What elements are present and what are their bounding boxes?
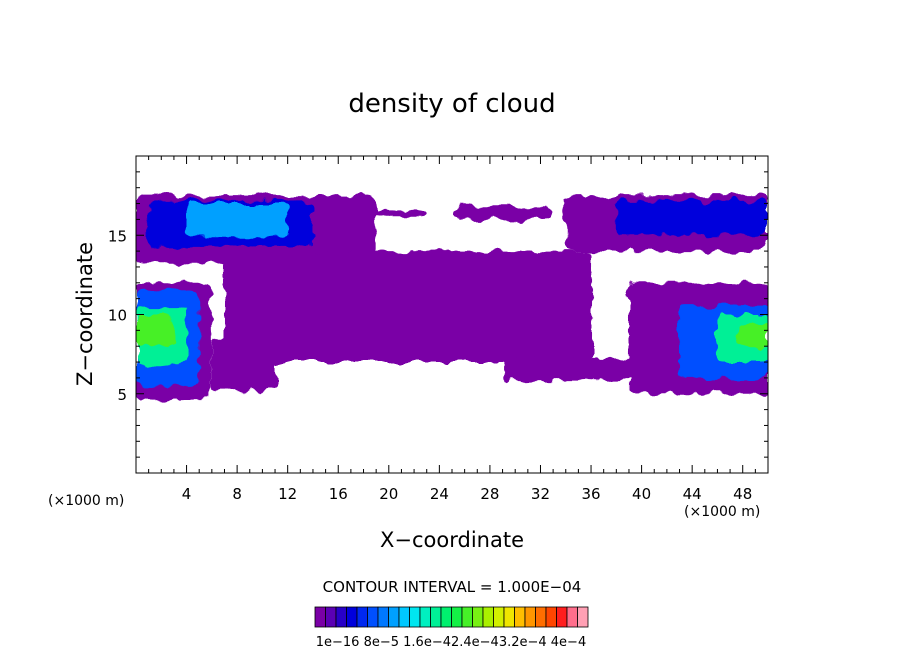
y-tick-label: 15 [108,227,127,245]
colorbar-swatch [556,606,568,628]
y-tick-label: 5 [117,386,127,404]
x-tick-label: 4 [182,485,192,503]
x-tick-label: 36 [581,485,600,503]
x-tick-label: 48 [733,485,752,503]
colorbar-swatch [503,606,515,628]
x-tick-label: 28 [480,485,499,503]
x-tick-label: 32 [531,485,550,503]
x-tick-label: 24 [430,485,449,503]
colorbar-swatch [409,606,421,628]
x-tick-label: 20 [379,485,398,503]
colorbar-swatch [535,606,547,628]
z-unit-label: (×1000 m) [684,504,760,520]
chart-title: density of cloud [348,89,555,119]
colorbar-swatch [566,606,578,628]
colorbar-swatch [419,606,431,628]
colorbar-swatch [325,606,337,628]
y-tick-label: 10 [108,307,127,325]
colorbar-swatch [314,606,326,628]
density-region-central-layer [224,251,592,363]
colorbar-swatch [493,606,505,628]
colorbar [314,606,589,628]
x-unit-label: (×1000 m) [48,493,124,509]
x-tick-label: 40 [632,485,651,503]
contour-interval-text: CONTOUR INTERVAL = 1.000E−04 [323,578,582,596]
colorbar-swatch [356,606,368,628]
density-region-central-top-patch [452,206,554,220]
colorbar-swatch [524,606,536,628]
y-axis-label: Z−coordinate [73,242,97,386]
colorbar-swatch [577,606,589,628]
colorbar-swatch [472,606,484,628]
colorbar-swatch [388,606,400,628]
x-tick-label: 12 [278,485,297,503]
x-tick-label: 16 [329,485,348,503]
colorbar-swatch [346,606,358,628]
colorbar-swatch [377,606,389,628]
colorbar-swatch [482,606,494,628]
colorbar-swatch [461,606,473,628]
x-axis-label: X−coordinate [380,528,524,552]
density-region-central-upper-patch [338,209,427,217]
colorbar-tick-labels: 1e−16 8e−5 1.6e−42.4e−43.2e−4 4e−4 [316,635,586,650]
density-region-right-cell-peak [736,322,768,347]
colorbar-swatch [430,606,442,628]
x-tick-label: 8 [232,485,242,503]
density-region-upper-left-anvil-core [186,203,288,236]
x-tick-label: 44 [683,485,702,503]
colorbar-swatch [398,606,410,628]
density-region-right-lower-layer [502,358,642,382]
colorbar-swatch [335,606,347,628]
colorbar-swatch [545,606,557,628]
colorbar-swatch [514,606,526,628]
density-region-upper-right-anvil-dense [616,200,768,236]
colorbar-swatch [440,606,452,628]
density-region-left-cell-peak [136,314,174,347]
colorbar-swatch [451,606,463,628]
colorbar-swatch [367,606,379,628]
density-field [136,195,768,401]
